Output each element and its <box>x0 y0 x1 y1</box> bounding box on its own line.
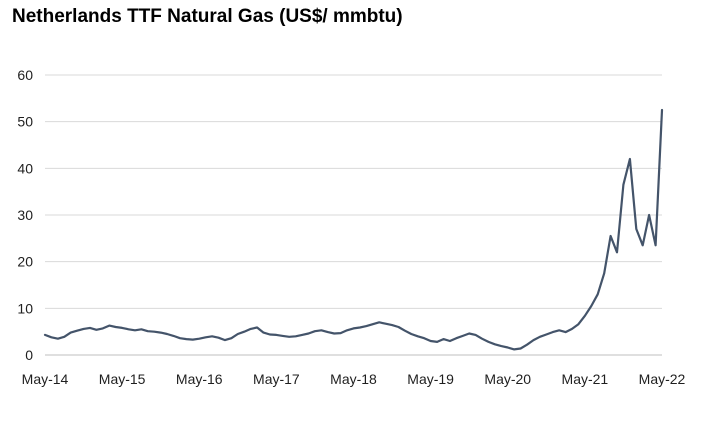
x-axis-ticks: May-14 May-15 May-16 May-17 May-18 May-19 May-… <box>22 371 686 387</box>
x-tick-label: May-15 <box>99 371 146 387</box>
x-tick-label: May-22 <box>639 371 686 387</box>
x-tick-label: May-20 <box>484 371 531 387</box>
gridlines <box>45 74 662 309</box>
y-tick-label: 60 <box>17 67 33 83</box>
x-tick-label: May-18 <box>330 371 377 387</box>
y-tick-label: 30 <box>17 207 33 223</box>
x-tick-label: May-21 <box>562 371 609 387</box>
y-tick-label: 10 <box>17 300 33 316</box>
x-tick-label: May-14 <box>22 371 69 387</box>
y-tick-label: 0 <box>25 347 33 363</box>
chart-title: Netherlands TTF Natural Gas (US$/ mmbtu) <box>12 6 403 27</box>
x-tick-label: May-17 <box>253 371 300 387</box>
y-axis-ticks: 0 10 20 30 40 50 60 <box>17 67 33 363</box>
x-tick-label: May-19 <box>407 371 454 387</box>
y-tick-label: 20 <box>17 254 33 270</box>
y-tick-label: 40 <box>17 160 33 176</box>
series-line <box>43 108 664 351</box>
y-tick-label: 50 <box>17 114 33 130</box>
x-tick-label: May-16 <box>176 371 223 387</box>
